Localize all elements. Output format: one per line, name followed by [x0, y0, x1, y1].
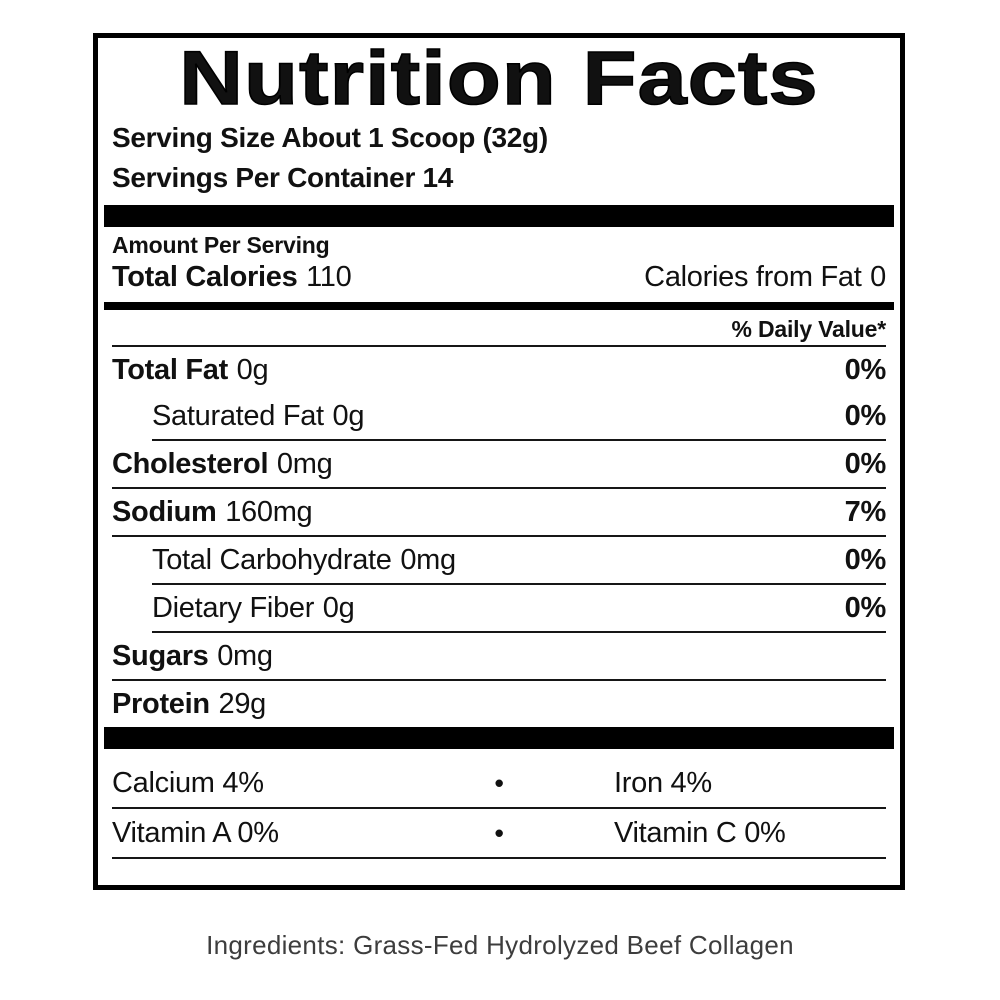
ingredients-line: Ingredients: Grass-Fed Hydrolyzed Beef C… [206, 930, 794, 960]
nutrient-name-amount: Total Carbohydrate 0mg [152, 543, 456, 576]
divider [152, 583, 886, 585]
nutrient-row-total-fat: Total Fat 0g 0% [112, 347, 886, 393]
spacer [112, 749, 886, 759]
calcium-value: Calcium 4% [112, 766, 264, 799]
divider [112, 679, 886, 681]
nutrient-daily-value: 0% [844, 591, 887, 624]
nutrient-name-amount: Sugars 0mg [112, 639, 273, 672]
nutrient-name-amount: Dietary Fiber 0g [152, 591, 355, 624]
nutrient-daily-value: 0% [844, 399, 887, 432]
panel-title: Nutrition Facts [178, 36, 819, 121]
nutrient-row-protein: Protein 29g [112, 681, 886, 727]
nutrient-name-amount: Total Fat 0g [112, 353, 269, 386]
vitamin-c-value: Vitamin C 0% [614, 816, 786, 849]
total-calories: Total Calories 110 [112, 260, 352, 294]
total-calories-label: Total Calories [112, 260, 298, 293]
divider [112, 807, 886, 809]
divider [112, 857, 886, 859]
serving-size-line: Serving Size About 1 Scoop (32g) [112, 122, 548, 153]
nutrient-daily-value: 0% [844, 543, 887, 576]
nutrient-row-sodium: Sodium 160mg 7% [112, 489, 886, 535]
bullet-separator: • [494, 767, 504, 798]
nutrient-name-amount: Cholesterol 0mg [112, 447, 333, 480]
divider [112, 345, 886, 347]
nutrient-row-total-carbohydrate: Total Carbohydrate 0mg 0% [112, 537, 886, 583]
micronutrient-row-calcium-iron: Calcium 4% • Iron 4% [112, 759, 886, 807]
nutrition-facts-panel: Nutrition Facts Serving Size About 1 Sco… [93, 33, 905, 890]
total-calories-value: 110 [306, 260, 352, 293]
calories-from-fat-label: Calories from Fat [644, 260, 862, 293]
divider [112, 535, 886, 537]
separator-bar-top [104, 205, 894, 227]
amount-per-serving-label: Amount Per Serving [112, 232, 330, 258]
bullet-separator: • [494, 817, 504, 848]
separator-bar-medium [104, 302, 894, 310]
nutrient-row-dietary-fiber: Dietary Fiber 0g 0% [112, 585, 886, 631]
nutrient-name-amount: Sodium 160mg [112, 495, 313, 528]
nutrient-row-sugars: Sugars 0mg [112, 633, 886, 679]
nutrient-daily-value: 0% [844, 353, 887, 386]
daily-value-header: % Daily Value* [731, 316, 887, 342]
divider [152, 631, 886, 633]
calories-from-fat-value: 0 [870, 260, 886, 293]
nutrient-row-saturated-fat: Saturated Fat 0g 0% [112, 393, 886, 439]
nutrient-daily-value: 7% [844, 495, 887, 528]
iron-value: Iron 4% [614, 766, 712, 799]
servings-per-container-line: Servings Per Container 14 [112, 162, 454, 193]
nutrient-name-amount: Saturated Fat 0g [152, 399, 365, 432]
micronutrient-row-vitamin-a-c: Vitamin A 0% • Vitamin C 0% [112, 809, 886, 857]
calories-from-fat: Calories from Fat 0 [644, 261, 886, 294]
divider [152, 439, 886, 441]
nutrient-row-cholesterol: Cholesterol 0mg 0% [112, 441, 886, 487]
vitamin-a-value: Vitamin A 0% [112, 816, 279, 849]
nutrient-name-amount: Protein 29g [112, 687, 266, 720]
divider [112, 487, 886, 489]
nutrient-daily-value: 0% [844, 447, 887, 480]
calories-row: Total Calories 110 Calories from Fat 0 [112, 258, 886, 296]
separator-bar-bottom [104, 727, 894, 749]
